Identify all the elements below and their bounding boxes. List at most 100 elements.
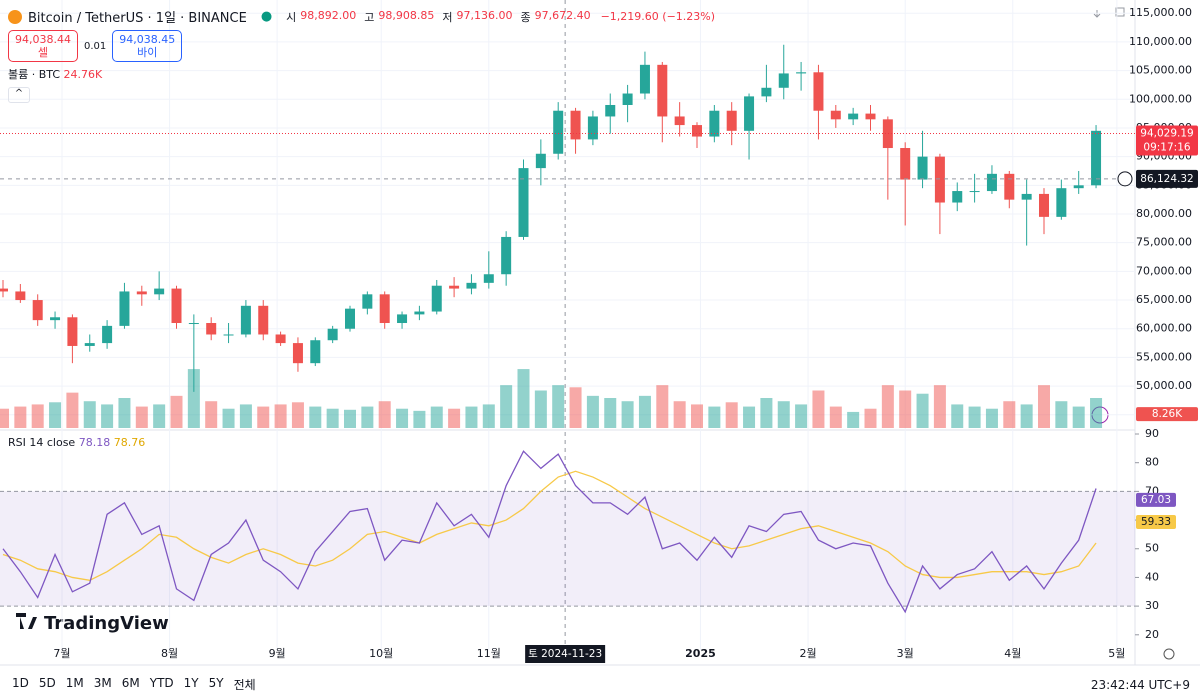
rsi-legend: RSI 14 close 78.18 78.76 — [8, 436, 145, 449]
volume-bar — [101, 404, 114, 428]
range-button[interactable]: 3M — [93, 676, 112, 690]
volume-bar — [66, 392, 79, 428]
candle-body — [952, 191, 963, 203]
volume-bar — [743, 406, 756, 428]
spread: 0.01 — [83, 40, 107, 52]
x-tick-label: 3월 — [897, 647, 914, 660]
ohlc-key: 저 — [442, 10, 453, 24]
volume-bar — [465, 406, 478, 428]
candle-body — [275, 334, 286, 344]
candle-body — [1056, 188, 1067, 217]
candle-body — [657, 64, 668, 117]
buy-price: 94,038.45 — [119, 33, 176, 46]
volume-bar — [344, 409, 356, 428]
volume-bar — [396, 408, 409, 428]
candle-body — [362, 294, 373, 309]
volume-bar — [291, 402, 304, 428]
candle-body — [397, 314, 408, 324]
volume-bar — [274, 404, 287, 428]
rsi-line — [2, 450, 1097, 614]
clock: 23:42:44 UTC+9 — [1090, 678, 1190, 692]
ohlc-key: 시 — [286, 10, 297, 24]
x-tick-label: 10월 — [369, 647, 393, 660]
volume-bar — [621, 401, 634, 428]
candle-body — [119, 291, 130, 326]
x-tick-label: 2월 — [799, 647, 816, 660]
volume-bar — [760, 398, 773, 428]
volume-last-bg — [1136, 407, 1198, 422]
range-button[interactable]: 5D — [38, 676, 56, 690]
candle-body — [570, 110, 581, 140]
volume-bar — [500, 385, 513, 428]
candle-body — [830, 110, 841, 120]
buy-button[interactable]: 94,038.45 바이 — [112, 30, 183, 62]
volume-bar — [725, 402, 738, 428]
candle-body — [206, 323, 217, 335]
logo-icon — [16, 613, 37, 629]
candle-body — [1091, 130, 1102, 186]
candle-body — [240, 305, 251, 335]
candle-body — [778, 73, 789, 88]
toolbar: 1D 5D 1M 3M 6M YTD 1Y 5Y 전체 — [12, 676, 256, 693]
candle-body — [639, 64, 650, 94]
volume-bar — [586, 395, 599, 428]
candle-body — [67, 317, 78, 346]
x-tick-label: 8월 — [161, 647, 178, 660]
candle-body — [692, 125, 702, 137]
sell-label: 셀 — [37, 46, 49, 59]
range-button[interactable]: 1Y — [183, 676, 199, 690]
rsi-last-bg — [1136, 492, 1176, 507]
volume-bar — [812, 390, 825, 428]
candle-body — [813, 72, 824, 111]
y-tick-label: 70,000.00 — [1136, 264, 1192, 277]
range-button[interactable]: 6M — [121, 676, 140, 690]
volume-legend: 볼륨 · BTC 24.76K — [8, 66, 102, 82]
buy-label: 바이 — [137, 46, 158, 59]
volume-bar — [604, 398, 617, 428]
ohlc: 시 98,892.00 고 98,908.85 저 97,136.00 종 97,672.40 — [286, 9, 594, 25]
settings-icon[interactable] — [1163, 648, 1175, 660]
range-button[interactable]: YTD — [149, 676, 174, 690]
volume-bar — [968, 406, 981, 428]
volume-bar — [534, 390, 547, 428]
volume-bar — [829, 406, 842, 428]
price-badge-bg — [1136, 125, 1198, 156]
price-countdown: 09:17:16 — [1143, 142, 1190, 154]
volume-bar — [933, 385, 946, 428]
rsi-last: 67.03 — [1141, 494, 1171, 506]
candle-body — [258, 305, 269, 335]
volume-bar — [777, 401, 790, 428]
rsi-tick-label: 20 — [1145, 628, 1159, 641]
candle-body — [622, 93, 633, 105]
volume-bar — [638, 395, 651, 428]
range-button[interactable]: 1D — [12, 676, 29, 690]
volume-bar — [14, 406, 27, 428]
volume-bar — [951, 404, 964, 428]
sell-button[interactable]: 94,038.44 셀 — [8, 30, 78, 62]
candle-body — [535, 153, 546, 169]
candle-body — [136, 291, 147, 295]
volume-bar — [413, 410, 426, 428]
volume-bar — [257, 406, 270, 428]
candle-body — [188, 323, 199, 325]
candle-body — [154, 288, 165, 295]
y-tick-label: 105,000.00 — [1129, 64, 1192, 77]
range-button[interactable]: 1M — [65, 676, 84, 690]
candle-body — [744, 96, 755, 131]
ohlc-key: 고 — [364, 10, 375, 24]
candle-body — [587, 116, 598, 140]
range-button[interactable]: 5Y — [208, 676, 224, 690]
candle-body — [223, 334, 234, 336]
symbol[interactable]: Bitcoin / TetherUS · 1일 · BINANCE — [28, 11, 247, 26]
rsi-tick-label: 50 — [1145, 542, 1159, 555]
collapse-button[interactable]: ^ — [8, 87, 30, 103]
y-tick-label: 65,000.00 — [1136, 293, 1192, 306]
rsi-band — [0, 491, 1135, 607]
volume-bar — [1055, 401, 1068, 428]
volume-bar — [1038, 385, 1050, 428]
volume-last: 8.26K — [1152, 408, 1183, 420]
candle-body — [882, 119, 893, 149]
volume-bar — [239, 404, 252, 428]
y-tick-label: 80,000.00 — [1136, 207, 1192, 220]
range-button[interactable]: 전체 — [233, 678, 256, 692]
